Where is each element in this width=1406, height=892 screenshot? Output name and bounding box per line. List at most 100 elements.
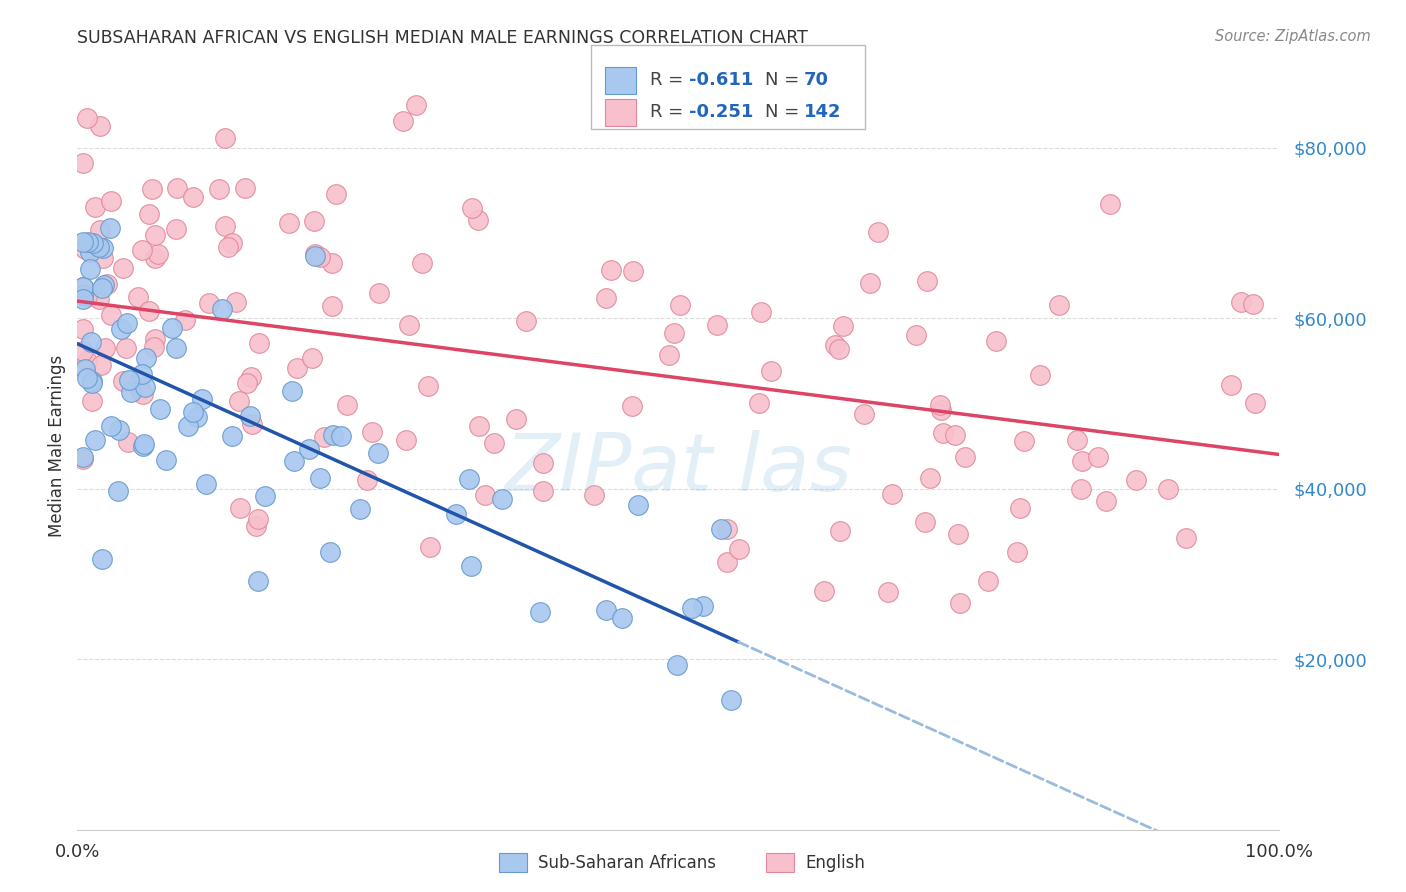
Point (93, 241, 115, 255)
Point (79, 262, 101, 277)
Point (235, 376, 257, 390)
Point (239, 409, 262, 423)
Point (117, 434, 139, 449)
Point (76, 354, 98, 368)
Point (905, 327, 928, 342)
Point (759, 364, 782, 378)
Point (100, 194, 122, 208)
Point (312, 430, 335, 444)
Point (111, 374, 134, 388)
Point (73, 362, 96, 376)
Point (111, 260, 134, 275)
Point (82, 394, 104, 409)
Point (828, 524, 851, 538)
Point (1047, 298, 1070, 312)
Point (727, 541, 749, 556)
Point (411, 256, 433, 270)
Point (75, 242, 97, 256)
Point (143, 340, 166, 354)
Point (600, 263, 623, 277)
Point (225, 295, 247, 310)
Point (322, 428, 344, 442)
Point (165, 341, 187, 355)
Point (977, 574, 1000, 589)
Point (131, 243, 153, 257)
Point (145, 332, 167, 346)
Text: English: English (806, 854, 866, 871)
Point (1175, 531, 1198, 545)
Text: N =: N = (765, 71, 804, 89)
Point (72, 292, 94, 306)
Point (217, 240, 239, 254)
Point (302, 214, 325, 228)
Point (246, 511, 269, 525)
Point (356, 473, 378, 487)
Point (283, 454, 305, 468)
Point (177, 419, 200, 434)
Point (1098, 197, 1121, 211)
Point (120, 384, 142, 399)
Point (349, 502, 371, 516)
Point (664, 326, 686, 340)
Point (665, 657, 688, 672)
Text: Source: ZipAtlas.com: Source: ZipAtlas.com (1215, 29, 1371, 44)
Point (138, 304, 160, 318)
Point (253, 489, 276, 503)
Point (183, 405, 205, 419)
Point (131, 368, 153, 382)
Point (301, 351, 323, 365)
Text: -0.611: -0.611 (689, 71, 754, 89)
Point (620, 399, 643, 413)
Point (467, 213, 489, 227)
Point (914, 515, 936, 529)
Point (949, 596, 972, 610)
Point (233, 181, 256, 195)
Point (118, 373, 141, 387)
Point (582, 487, 605, 501)
Point (929, 398, 952, 412)
Point (392, 113, 415, 128)
Point (1070, 453, 1092, 467)
Point (1012, 434, 1035, 448)
Point (824, 337, 846, 351)
Point (304, 249, 326, 263)
Point (91, 551, 114, 566)
Point (1008, 501, 1031, 516)
Point (132, 437, 155, 451)
Point (72, 321, 94, 335)
Point (72, 343, 94, 358)
Point (114, 341, 136, 355)
Point (946, 526, 969, 541)
Point (319, 544, 342, 558)
Point (943, 428, 966, 442)
Point (89, 223, 111, 237)
Point (91, 252, 114, 266)
Point (72, 287, 94, 301)
Point (984, 334, 1007, 349)
Point (72, 450, 94, 464)
Point (626, 498, 648, 512)
Point (1241, 297, 1264, 311)
Point (190, 392, 212, 407)
Point (127, 290, 149, 304)
Point (595, 603, 617, 617)
Point (166, 181, 188, 195)
Point (247, 336, 270, 351)
Point (247, 574, 270, 588)
Text: R =: R = (650, 103, 689, 121)
Point (77, 235, 100, 249)
Text: 142: 142 (804, 103, 842, 121)
Point (181, 190, 204, 204)
Point (1157, 483, 1180, 497)
Text: SUBSAHARAN AFRICAN VS ENGLISH MEDIAN MALE EARNINGS CORRELATION CHART: SUBSAHARAN AFRICAN VS ENGLISH MEDIAN MAL… (77, 29, 808, 46)
Point (621, 264, 644, 278)
Point (682, 600, 704, 615)
Point (929, 403, 952, 417)
Point (505, 412, 527, 426)
Point (96, 277, 118, 292)
Point (165, 221, 187, 235)
Point (89, 293, 111, 307)
Point (668, 298, 690, 312)
Point (143, 251, 166, 265)
Point (832, 318, 855, 333)
